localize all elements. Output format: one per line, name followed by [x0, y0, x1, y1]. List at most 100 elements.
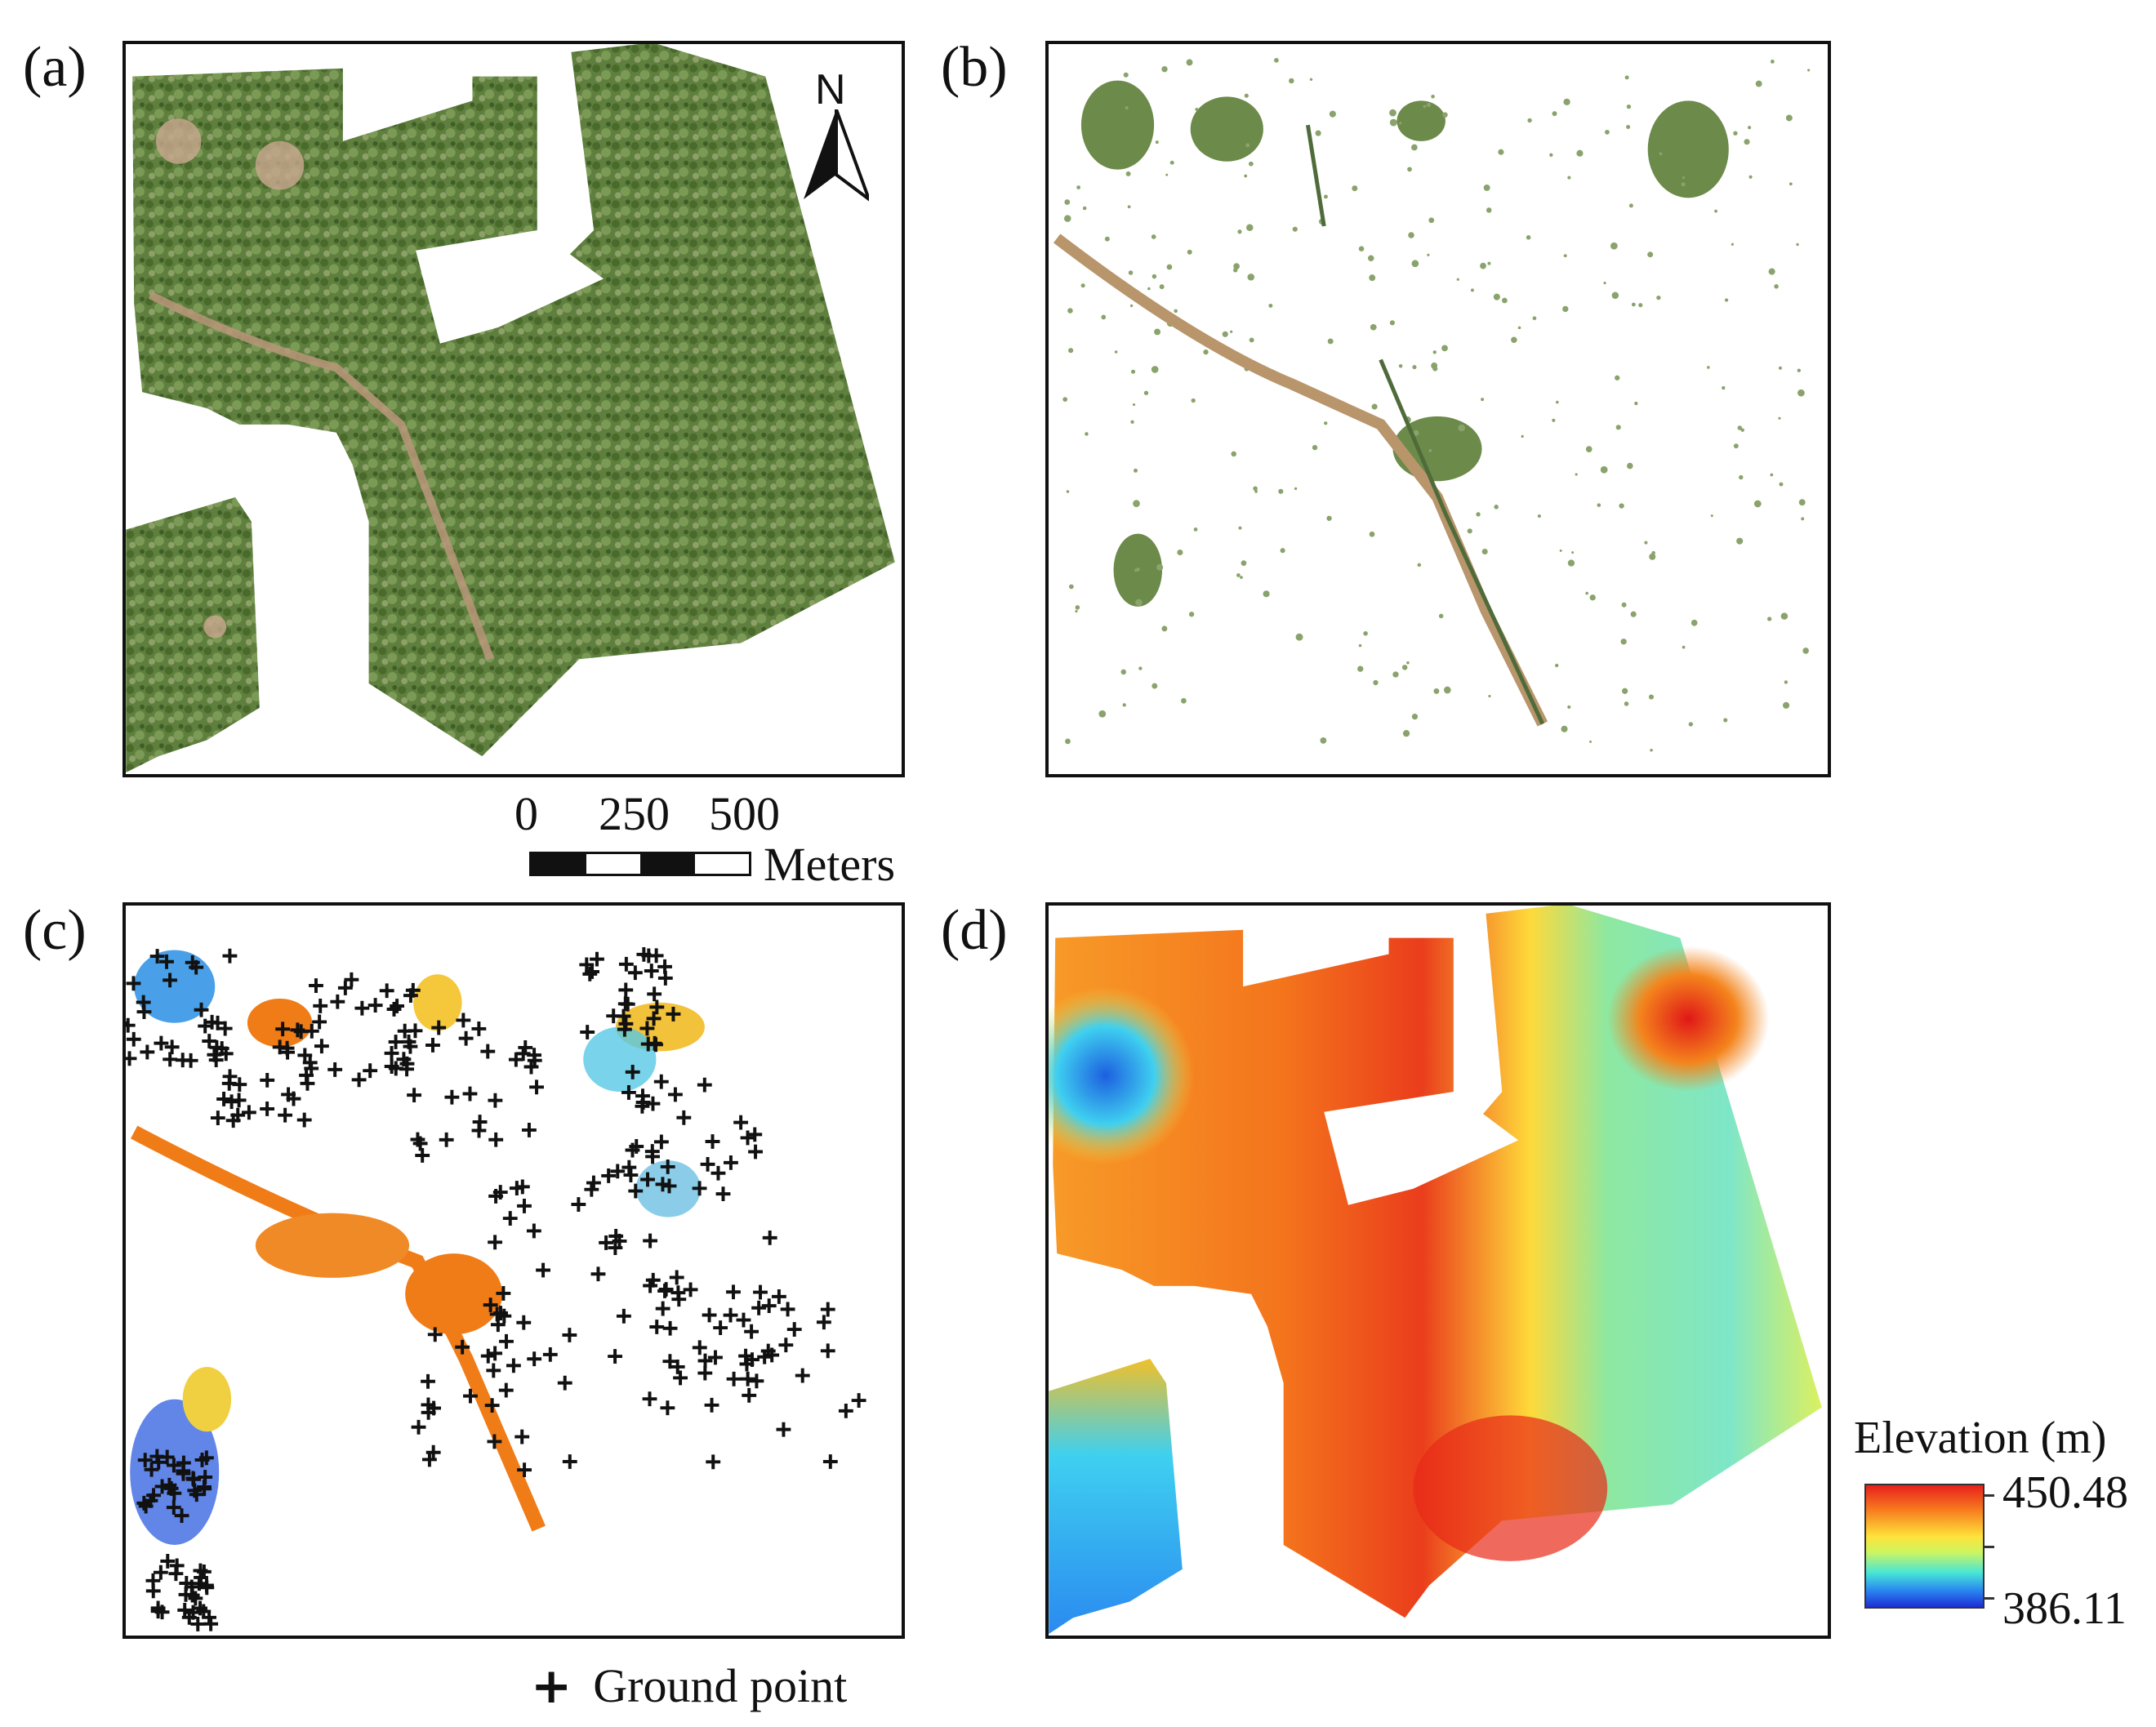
vegetation-point — [1621, 688, 1628, 694]
ground-point-marker — [164, 1039, 180, 1055]
ground-point-marker — [144, 1462, 159, 1477]
orthophoto-map — [126, 44, 895, 773]
vegetation-point — [1470, 288, 1474, 292]
vegetation-point — [1123, 72, 1129, 78]
ground-point-marker — [194, 1453, 210, 1467]
ground-point-marker — [312, 1014, 327, 1030]
vegetation-point — [1369, 274, 1376, 282]
vegetation-point — [1532, 316, 1537, 321]
vegetation-point — [1770, 473, 1774, 477]
ground-point-marker — [740, 1371, 755, 1386]
ground-point-marker — [159, 954, 174, 969]
scale-tick-500: 500 — [709, 787, 780, 840]
vegetation-point — [1626, 104, 1632, 109]
ground-point-marker — [786, 1322, 802, 1337]
elevation-max-value: 450.48 — [2002, 1467, 2128, 1518]
vegetation-point — [1151, 366, 1159, 373]
ground-point-marker — [629, 1139, 644, 1154]
ground-point-marker — [439, 1132, 454, 1147]
ground-point-marker — [163, 973, 177, 988]
ground-point-marker — [599, 1235, 614, 1250]
ground-point-marker — [214, 1041, 229, 1056]
vegetation-point — [1327, 338, 1334, 345]
ground-point-marker — [190, 1617, 206, 1631]
vegetation-point — [1426, 102, 1431, 108]
vegetation-point — [1714, 209, 1717, 213]
vegetation-point — [1644, 541, 1648, 545]
ground-point-marker — [126, 1017, 136, 1033]
elevation-map — [1049, 906, 1822, 1635]
vegetation-point — [1249, 337, 1254, 343]
vegetation-point — [1537, 514, 1541, 519]
vegetation-point — [1411, 713, 1419, 720]
ground-point-marker — [222, 948, 238, 964]
ground-point-marker — [126, 1051, 137, 1066]
panel-label-b: (b) — [941, 36, 1008, 99]
vegetation-point — [1147, 287, 1151, 291]
ground-point-marker — [646, 1011, 662, 1026]
ground-point-marker — [405, 982, 421, 998]
ground-point-marker — [175, 1053, 190, 1068]
orthophoto-panel: N — [122, 41, 905, 777]
ground-point-marker — [154, 1035, 169, 1051]
vegetation-point — [1517, 326, 1521, 330]
ground-point-marker — [502, 1211, 518, 1226]
vegetation-point — [1770, 60, 1775, 64]
ground-point-marker — [726, 1284, 741, 1300]
ground-point-marker — [483, 1297, 498, 1313]
ground-point-marker — [618, 1016, 634, 1031]
ground-points-map — [126, 946, 866, 1631]
vegetation-point — [1783, 701, 1790, 709]
elevation-min-value: 386.11 — [2002, 1583, 2127, 1634]
ground-point-marker — [705, 1134, 720, 1149]
vegetation-point — [1589, 594, 1596, 601]
ground-point-marker — [138, 1498, 154, 1514]
ground-point-marker — [379, 983, 394, 999]
ground-point-marker — [221, 1075, 237, 1091]
ground-point-marker — [297, 1048, 313, 1063]
panel-label-c: (c) — [23, 899, 87, 962]
ground-point-marker — [186, 1471, 202, 1487]
vegetation-point — [1309, 78, 1313, 81]
vegetation-point — [1766, 616, 1772, 621]
ground-point-marker — [635, 1098, 650, 1114]
vegetation-point — [1559, 549, 1562, 552]
vegetation-point — [1237, 229, 1242, 234]
ground-point-marker — [196, 1604, 212, 1619]
vegetation-point — [1294, 487, 1298, 491]
vegetation-point — [1493, 293, 1500, 300]
vegetation-point — [1733, 131, 1738, 136]
vegetation-point — [1246, 224, 1254, 232]
ground-point-marker — [136, 1495, 152, 1511]
ground-point-marker — [260, 1072, 275, 1088]
vegetation-point — [1600, 465, 1608, 474]
ground-point-marker — [590, 1266, 606, 1282]
vegetation-point — [1268, 303, 1273, 308]
vegetation-point — [1324, 421, 1328, 425]
ground-point-marker — [526, 1223, 541, 1239]
vegetation-point — [1127, 205, 1131, 209]
vegetation-point — [1603, 281, 1606, 285]
ground-point-marker — [702, 1307, 717, 1323]
vegetation-point — [1659, 152, 1663, 156]
ground-point-marker — [618, 982, 634, 998]
vegetation-patches — [1080, 80, 1729, 607]
vegetation-point — [1392, 671, 1399, 678]
vegetation-point — [1357, 665, 1364, 672]
vegetation-point — [1549, 153, 1553, 157]
ground-point-marker — [408, 1023, 423, 1039]
ground-point-marker — [649, 1320, 665, 1334]
ground-point-marker — [208, 1053, 224, 1068]
ground-point-marker — [642, 1391, 657, 1407]
ground-point-marker — [444, 1089, 460, 1105]
vegetation-point — [1494, 505, 1499, 510]
vegetation-point — [1527, 118, 1532, 123]
vegetation-point — [1187, 249, 1192, 255]
ground-point-marker — [169, 1558, 185, 1573]
ground-point-marker — [486, 1363, 501, 1378]
ground-point-marker — [421, 1373, 435, 1389]
vegetation-point — [1402, 729, 1410, 737]
colorbar-tick-mid — [1984, 1546, 1994, 1548]
vegetation-point — [1423, 105, 1427, 109]
vegetation-point — [1238, 526, 1242, 530]
